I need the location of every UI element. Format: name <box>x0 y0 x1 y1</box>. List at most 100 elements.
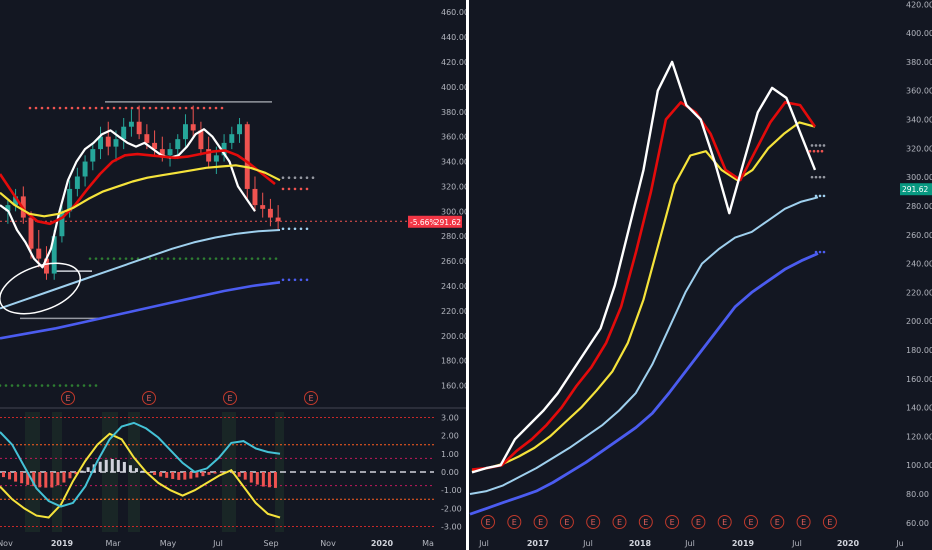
support-dot <box>40 384 44 387</box>
x-axis-tick-label: 2018 <box>629 539 652 548</box>
price-line <box>471 60 817 474</box>
resistance-dot <box>160 106 164 110</box>
left-price-panel[interactable]: E E E E 460.00 440.00 420.00 400.00 380.00 360.00… <box>0 8 469 548</box>
support-dot <box>88 384 92 387</box>
y-axis-tick-label: 180.00 <box>906 346 932 355</box>
earnings-marker-label: E <box>643 518 648 527</box>
candle-body <box>82 161 88 177</box>
resistance-dot <box>130 106 134 110</box>
oscillator-slow-line <box>0 421 281 508</box>
resistance-dot <box>40 106 44 110</box>
support-dot <box>10 384 14 387</box>
projection-dot <box>299 187 303 191</box>
projection-dot <box>812 149 816 153</box>
support-dot <box>82 384 86 387</box>
y-axis-tick-label: 260.00 <box>906 231 932 240</box>
projection-dot <box>305 187 309 191</box>
x-axis-tick-label: Ju <box>895 539 903 548</box>
x-axis-tick-label: Nov <box>0 539 13 548</box>
support-dot <box>70 384 74 387</box>
candle-body <box>229 134 235 143</box>
resistance-dot <box>70 106 74 110</box>
candle-body <box>128 121 134 127</box>
projection-dot <box>281 278 285 282</box>
ma-slow-line <box>0 229 281 310</box>
projection-dot <box>281 187 285 191</box>
earnings-marker-icon <box>822 515 837 529</box>
y-axis-tick-label: 340.00 <box>441 158 469 167</box>
projection-dot <box>293 176 297 180</box>
support-dot <box>76 384 80 387</box>
projection-dot <box>814 144 818 147</box>
projection-dot <box>822 144 826 147</box>
y-axis-tick-label: 320.00 <box>906 144 932 153</box>
y-axis-tick-label: 160.00 <box>906 375 932 384</box>
histogram-bar <box>20 472 24 484</box>
histogram-bar <box>62 472 66 483</box>
histogram-bar <box>68 472 72 479</box>
support-dot <box>94 384 98 387</box>
resistance-dot <box>100 106 104 110</box>
histogram-bar <box>261 472 265 487</box>
projection-dot <box>299 227 303 231</box>
projection-dot <box>808 149 812 153</box>
resistance-dot <box>184 106 188 110</box>
histogram-bar <box>255 472 259 485</box>
support-dot <box>52 384 56 387</box>
earnings-marker-icon <box>481 515 495 529</box>
earnings-marker-label: E <box>227 394 232 403</box>
histogram-bar <box>98 461 102 472</box>
histogram-bar <box>80 470 84 472</box>
histogram-bar <box>267 472 271 488</box>
histogram-bar <box>237 472 241 477</box>
support-dot <box>64 384 68 387</box>
projection-dot <box>293 187 297 191</box>
resistance-dot <box>172 106 176 110</box>
projection-dot <box>305 278 309 282</box>
support-dot <box>250 257 254 260</box>
candle-body <box>113 139 119 147</box>
histogram-bar <box>38 472 42 488</box>
projection-dot <box>299 278 303 282</box>
last-price-label: 291.62 <box>902 185 928 194</box>
candle-body <box>183 124 188 140</box>
resistance-dot <box>178 106 182 110</box>
y-axis-tick-label: 400.00 <box>906 29 932 38</box>
earnings-marker-icon <box>638 515 653 529</box>
y-axis-tick-label: 420.00 <box>906 0 932 9</box>
earnings-marker-icon <box>223 391 237 405</box>
candle-body <box>198 130 204 150</box>
earnings-marker-label: E <box>591 518 596 527</box>
right-price-panel[interactable]: E E E E E E E E E E E E E E 420.00 400.00 380.00 360.00 34… <box>469 0 932 548</box>
resistance-dot <box>154 106 158 110</box>
support-dot <box>220 257 224 260</box>
resistance-dot <box>94 106 98 110</box>
candle-body <box>59 211 65 237</box>
projection-dot <box>281 176 285 180</box>
y-axis-tick-label: 260.00 <box>441 257 469 266</box>
candle-body <box>167 149 173 156</box>
projection-dot <box>818 175 822 179</box>
support-dot <box>274 257 278 260</box>
histogram-bar <box>153 472 157 475</box>
projection-dot <box>287 176 291 180</box>
oscillator-tick-label: 1.00 <box>441 450 459 459</box>
y-axis-tick-label: 380.00 <box>906 58 932 67</box>
ma-slow-line <box>469 196 819 495</box>
candle-body <box>206 149 212 162</box>
candle-body <box>260 205 266 209</box>
support-dot <box>202 257 206 260</box>
last-price-tag <box>900 183 932 196</box>
projection-dot <box>810 144 814 147</box>
support-dot <box>28 384 32 387</box>
resistance-dot <box>34 106 38 110</box>
resistance-dot <box>214 106 218 110</box>
left-oscillator-panel[interactable]: 3.00 2.00 1.00 0.00 -1.00 -2.00 -3.00 <box>0 407 466 532</box>
candle-body <box>221 142 227 156</box>
candle-body <box>267 208 273 218</box>
earnings-marker-label: E <box>564 518 569 527</box>
support-dot <box>148 257 152 260</box>
ema-fast-line <box>471 101 817 471</box>
histogram-bar <box>213 472 217 474</box>
